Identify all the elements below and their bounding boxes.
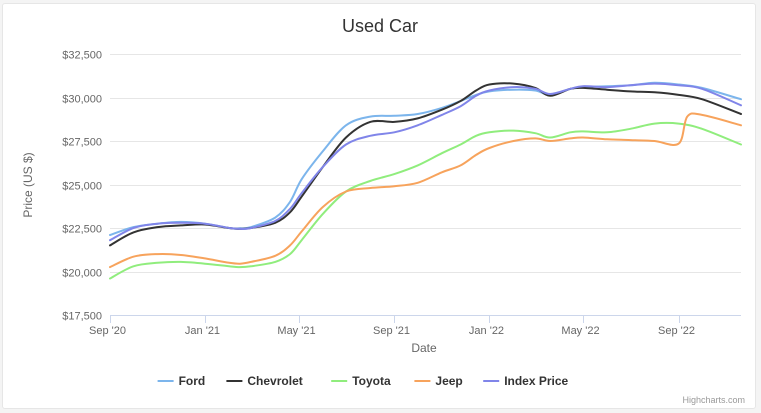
y-tick-label: $30,000 <box>62 94 102 106</box>
x-axis-title: Date <box>411 341 437 355</box>
x-tick-label: Sep '21 <box>373 325 410 337</box>
series-lines <box>109 81 742 280</box>
legend: Ford Chevrolet Toyota Jeep Index Price <box>157 374 569 388</box>
legend-item-index-price[interactable]: Index Price <box>483 374 569 388</box>
y-axis-labels: $17,500 $20,000 $22,500 $25,000 $27,500 $30,0… <box>62 50 102 323</box>
y-tick-label: $25,000 <box>62 181 102 193</box>
x-axis: Sep '20 Jan '21 May '21 Sep '21 Jan '22 May '… <box>89 315 741 337</box>
legend-item-jeep[interactable]: Jeep <box>414 374 463 388</box>
x-tick-label: Jan '21 <box>185 325 220 337</box>
y-axis-title: Price (US $) <box>21 152 35 217</box>
legend-label: Toyota <box>352 374 391 388</box>
y-tick-label: $22,500 <box>62 224 102 236</box>
legend-item-chevrolet[interactable]: Chevrolet <box>226 374 303 388</box>
chart-container <box>2 3 756 409</box>
chart-title: Used Car <box>342 16 418 36</box>
x-tick-label: Jan '22 <box>469 325 504 337</box>
legend-item-toyota[interactable]: Toyota <box>331 374 391 388</box>
legend-label: Index Price <box>504 374 568 388</box>
x-tick-label: May '22 <box>561 325 599 337</box>
y-tick-label: $27,500 <box>62 137 102 149</box>
y-tick-label: $32,500 <box>62 50 102 62</box>
legend-label: Chevrolet <box>247 374 302 388</box>
legend-label: Ford <box>179 374 206 388</box>
credits-link[interactable]: Highcharts.com <box>682 395 745 405</box>
y-tick-label: $17,500 <box>62 311 102 323</box>
grid-lines <box>110 54 741 316</box>
legend-label: Jeep <box>435 374 462 388</box>
series-line-jeep <box>109 112 742 269</box>
x-tick-label: Sep '20 <box>89 325 126 337</box>
x-tick-label: Sep '22 <box>658 325 695 337</box>
x-tick-label: May '21 <box>277 325 315 337</box>
series-line-ford <box>109 81 742 236</box>
series-line-chevrolet <box>109 82 742 247</box>
y-tick-label: $20,000 <box>62 268 102 280</box>
series-line-toyota <box>109 121 742 280</box>
legend-item-ford[interactable]: Ford <box>157 374 206 388</box>
series-line-index-price <box>109 82 742 242</box>
